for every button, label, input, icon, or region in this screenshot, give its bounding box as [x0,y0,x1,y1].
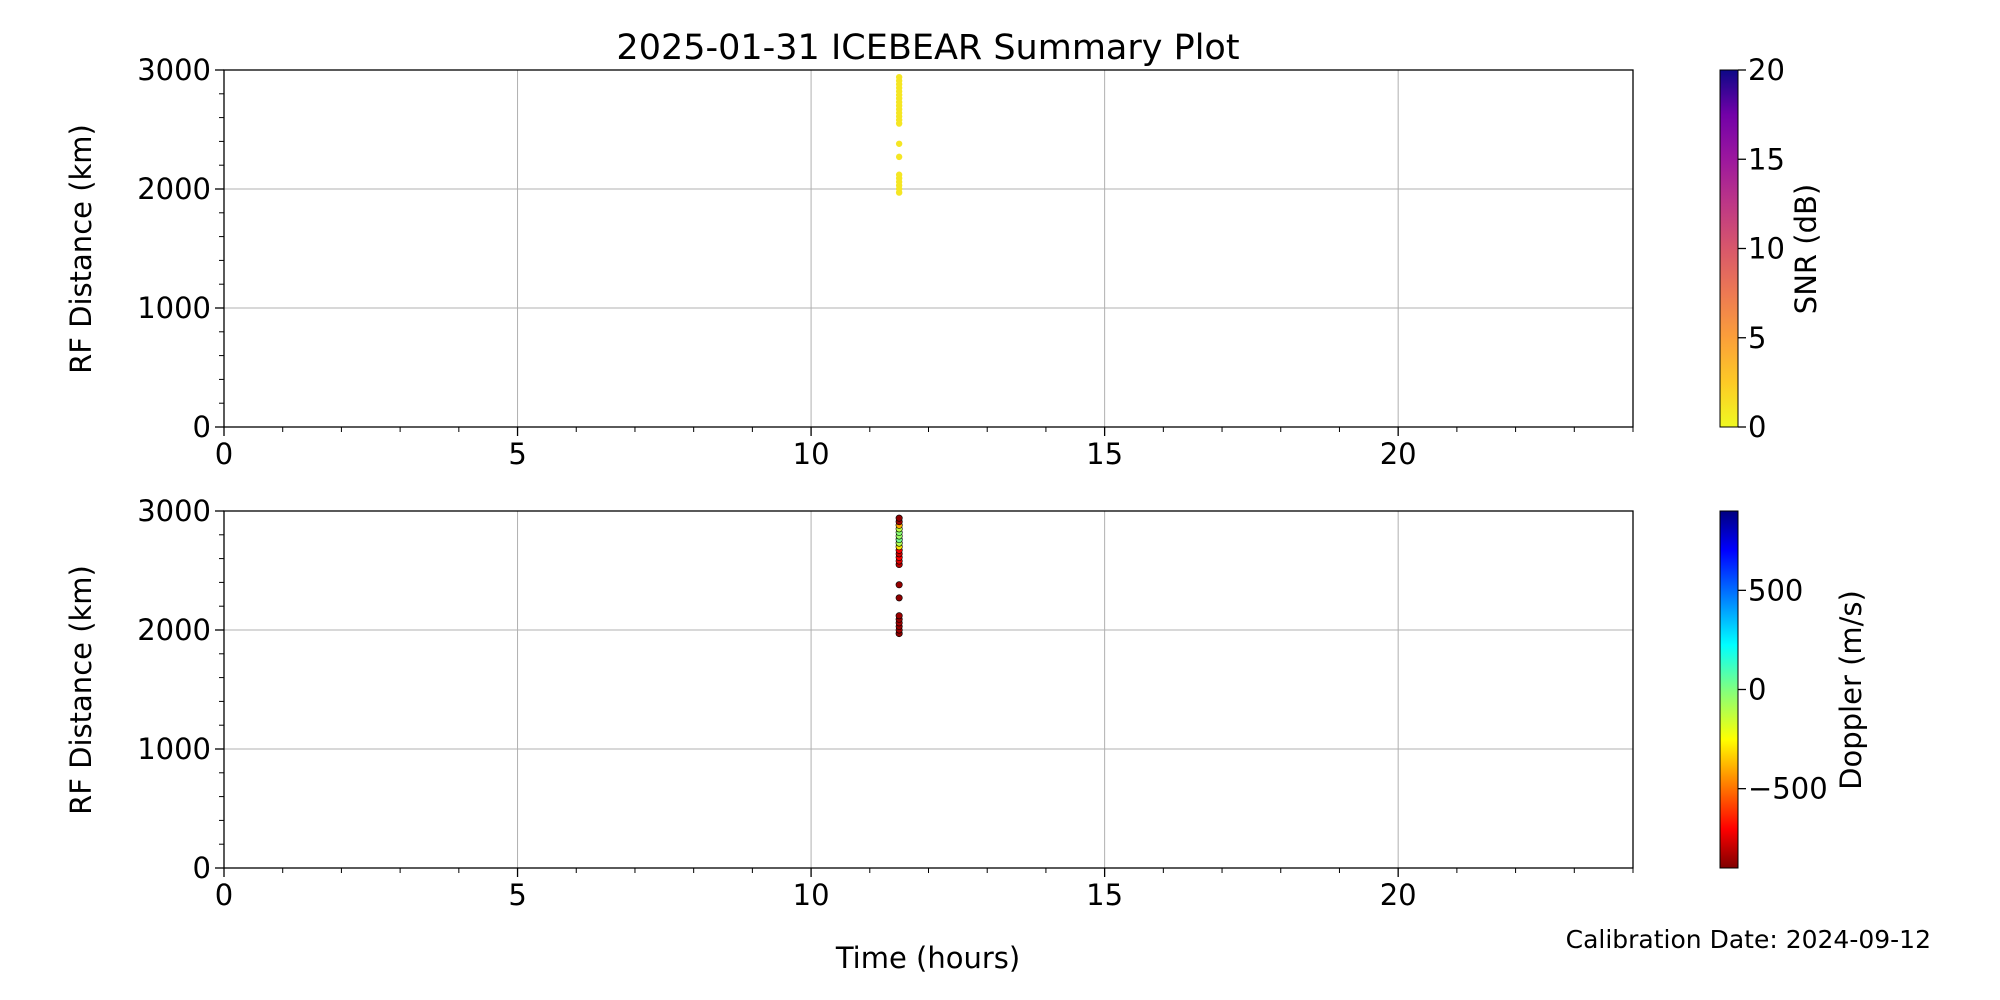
x-tick-label: 10 [793,437,830,471]
snr-panel-y-axis-label: RF Distance (km) [64,124,98,374]
data-point [895,581,903,589]
snr-panel-grid [223,69,1633,428]
x-tick-label: 0 [215,878,233,912]
y-tick-label: 2000 [137,613,211,647]
calibration-date-note: Calibration Date: 2024-09-12 [1566,925,1931,954]
x-tick-label: 15 [1086,437,1123,471]
x-tick-label: 20 [1380,437,1417,471]
colorbar-tick-label: 500 [1748,573,1803,607]
snr-colorbar-label: SNR (dB) [1789,184,1823,314]
snr-panel: 0 5 10 15 20 0 1000 2000 3000 RF Distance (km) [64,53,1634,471]
colorbar-tick-label: 5 [1748,321,1766,355]
doppler-panel: 0 5 10 15 20 0 1000 2000 3000 RF Distance (km) T… [64,494,1634,975]
doppler-colorbar-label: Doppler (m/s) [1834,590,1868,790]
snr-colorbar-ticks: 0 5 10 15 20 [1738,53,1785,444]
data-point [895,73,903,81]
colorbar-tick-label: −500 [1748,772,1828,806]
colorbar-tick-label: 20 [1748,53,1785,87]
doppler-panel-frame [223,510,1634,869]
data-point [895,153,903,161]
y-tick-label: 2000 [137,172,211,206]
doppler-colorbar-gradient [1719,510,1739,869]
colorbar-tick-label: 0 [1748,673,1766,707]
colorbar-tick-label: 0 [1748,410,1766,444]
data-point [895,171,903,178]
snr-panel-ticks: 0 5 10 15 20 0 1000 2000 3000 [137,53,1634,471]
x-tick-label: 15 [1086,878,1123,912]
doppler-panel-y-axis-label: RF Distance (km) [64,565,98,815]
y-tick-label: 0 [193,410,211,444]
x-tick-label: 5 [508,878,526,912]
snr-panel-frame [223,69,1634,428]
figure-title: 2025-01-31 ICEBEAR Summary Plot [616,28,1239,68]
colorbar-tick-label: 10 [1748,232,1785,266]
doppler-panel-grid [223,510,1633,869]
snr-colorbar: 0 5 10 15 20 SNR (dB) [1719,53,1823,444]
doppler-panel-marks [895,514,903,638]
y-tick-label: 0 [193,851,211,885]
x-tick-label: 10 [793,878,830,912]
data-point [895,612,903,620]
snr-colorbar-gradient [1719,69,1739,428]
colorbar-tick-label: 15 [1748,142,1785,176]
y-tick-label: 1000 [137,732,211,766]
y-tick-label: 3000 [137,53,211,87]
x-tick-label: 0 [215,437,233,471]
doppler-colorbar: −500 0 500 Doppler (m/s) [1719,510,1868,869]
doppler-panel-ticks: 0 5 10 15 20 0 1000 2000 3000 [137,494,1634,912]
x-axis-label: Time (hours) [835,941,1020,975]
data-point [895,140,903,147]
x-tick-label: 5 [508,437,526,471]
x-tick-label: 20 [1380,878,1417,912]
y-tick-label: 1000 [137,291,211,325]
data-point [895,594,903,602]
data-point [895,514,903,522]
doppler-colorbar-ticks: −500 0 500 [1738,573,1828,806]
snr-panel-marks [895,73,903,196]
y-tick-label: 3000 [137,494,211,528]
